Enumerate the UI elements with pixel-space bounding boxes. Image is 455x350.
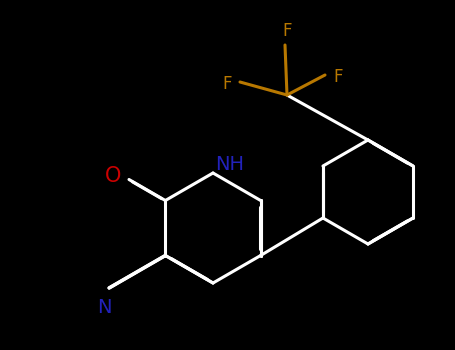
Text: F: F — [282, 22, 292, 40]
Text: O: O — [105, 167, 121, 187]
Text: NH: NH — [215, 155, 244, 175]
Text: N: N — [97, 298, 111, 317]
Text: F: F — [222, 75, 232, 93]
Text: F: F — [333, 68, 343, 86]
